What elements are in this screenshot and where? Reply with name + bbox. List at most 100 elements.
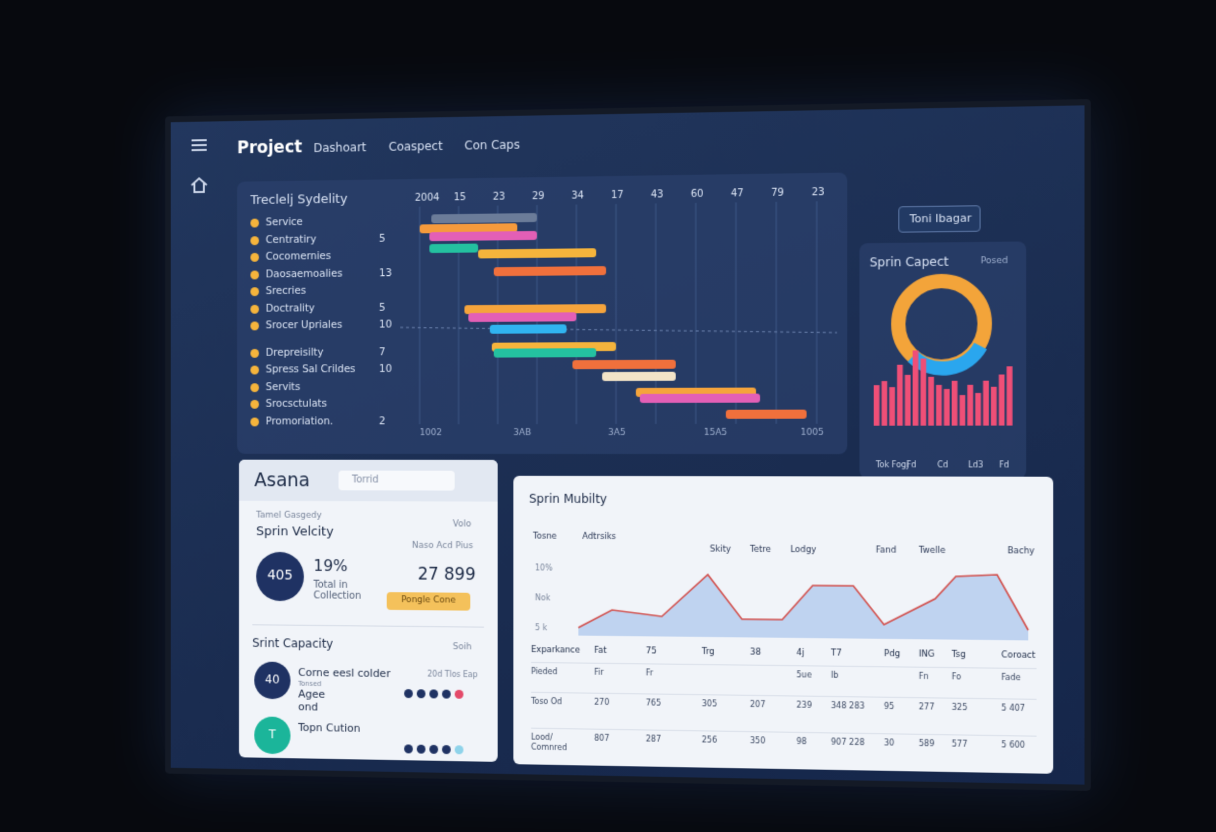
asana-title: Asana [254, 469, 310, 491]
table-cell [750, 670, 794, 671]
table-header-cell: Coroact [1001, 650, 1047, 661]
table-header-cell: Fat [594, 646, 638, 657]
chart-label: Adtrsiks [582, 532, 616, 542]
velocity-button[interactable]: Pongle Cone [387, 592, 471, 611]
velocity-link[interactable]: Volo [453, 519, 472, 529]
item-name: Corne eesl colder [298, 666, 390, 680]
capacity-bar [874, 385, 880, 426]
gantt-footer-label: 3A5 [608, 428, 625, 438]
row-dot [250, 287, 259, 296]
capacity-bar [920, 359, 926, 426]
row-label: Cocomernies [266, 250, 331, 262]
item-avatar [404, 744, 413, 753]
gantt-bar [478, 248, 596, 258]
gantt-header-label: 15 [454, 192, 466, 203]
row-dot [250, 270, 259, 279]
mobility-table: Exparkance Fat 75 Trg 38 4j T7 Pdg ING Tsg Coroact… [531, 645, 1037, 651]
table-cell: 256 [702, 735, 746, 745]
item-tag: 20d Tlos Eap [427, 670, 477, 680]
table-cell: 207 [750, 700, 794, 710]
gantt-footer-label: 3AB [513, 428, 531, 438]
capacity-bar [905, 375, 911, 426]
item-avatar [442, 745, 451, 754]
row-count: 5 [379, 301, 385, 313]
y-label: Nok [535, 593, 550, 602]
gantt-header-label: 47 [731, 188, 744, 199]
velocity-badge: 405 [256, 552, 304, 601]
item-name: Topn Cution [298, 721, 360, 735]
mobility-title: Sprin Mubilty [529, 492, 607, 506]
item-avatar [417, 689, 426, 698]
row-dot [250, 304, 259, 313]
capacity-bar [952, 381, 958, 426]
row-dot [250, 383, 259, 392]
gantt-footer-label: 15A5 [704, 428, 727, 438]
item-badge: 40 [254, 662, 290, 700]
search-box[interactable]: Toni Ibagar [898, 205, 980, 232]
nav-item[interactable]: Dashoart [314, 140, 367, 155]
home-icon[interactable] [190, 176, 209, 194]
item-extra: Agee ond [298, 688, 325, 714]
nav-item[interactable]: Coaspect [389, 139, 443, 154]
row-label: Srocer Upriales [266, 319, 343, 331]
nav-item[interactable]: Con Caps [464, 138, 520, 153]
gantt-bar [429, 244, 478, 253]
table-cell: Ib [831, 671, 876, 681]
menu-icon[interactable] [192, 139, 207, 141]
chart-label: Skity [710, 545, 731, 555]
item-avatar [417, 745, 426, 754]
capacity-label: Ld3 [968, 460, 983, 469]
gantt-bar [726, 410, 807, 419]
row-label: Doctrality [266, 302, 315, 314]
row-count: 2 [379, 415, 385, 427]
velocity-total: 27 899 [418, 565, 476, 585]
table-cell: 765 [646, 698, 690, 708]
table-cell: 807 [594, 734, 638, 744]
table-cell: 287 [646, 734, 690, 744]
capacity-title: Sprin Capect [870, 255, 949, 270]
row-label: Promoriation. [266, 415, 333, 427]
y-label: 5 k [535, 623, 547, 632]
capacity-label: Tok Fogj [876, 460, 909, 469]
table-cell: 577 [952, 739, 997, 750]
gantt-bar [468, 312, 576, 322]
table-cell: 325 [952, 703, 997, 713]
capacity-bar [944, 389, 950, 426]
gantt-header-label: 34 [571, 190, 584, 201]
row-label: Drepreisilty [266, 346, 324, 358]
gantt-panel: Treclelj Sydelity Service Centratiry 5 Coco… [237, 173, 847, 455]
row-dot [250, 417, 259, 426]
capacity-card-link[interactable]: Soih [453, 642, 472, 652]
capacity-bar [983, 381, 989, 426]
gantt-footer-label: 1002 [420, 428, 442, 438]
chart-label: Lodgy [790, 545, 816, 555]
table-header-cell: Trg [702, 647, 746, 658]
table-cell: 5 600 [1001, 740, 1047, 751]
row-count: 10 [379, 319, 392, 331]
capacity-bar [960, 395, 966, 426]
row-dot [250, 322, 259, 331]
item-badge: T [254, 716, 290, 754]
divider [252, 624, 484, 627]
capacity-action[interactable]: Posed [981, 256, 1008, 266]
table-cell: Pieded [531, 667, 580, 677]
capacity-bar [913, 350, 919, 425]
gantt-bar [431, 213, 537, 223]
search-text: Toni Ibagar [910, 211, 972, 225]
table-header-cell: 38 [750, 648, 794, 659]
velocity-badge-text: 405 [256, 567, 304, 583]
chart-label: Twelle [919, 546, 946, 556]
chart-label: Fand [876, 545, 897, 555]
table-cell: 350 [750, 736, 794, 746]
table-cell: Fr [646, 668, 690, 678]
row-count: 10 [379, 363, 392, 375]
table-cell: 270 [594, 698, 638, 708]
table-cell: Fir [594, 668, 638, 678]
item-avatar [455, 690, 464, 699]
row-label: Service [266, 216, 303, 228]
item-avatar [442, 690, 451, 699]
row-dot [250, 236, 259, 245]
asana-search[interactable]: Torrid [338, 471, 454, 491]
area [578, 572, 1028, 641]
row-dot [250, 219, 259, 228]
